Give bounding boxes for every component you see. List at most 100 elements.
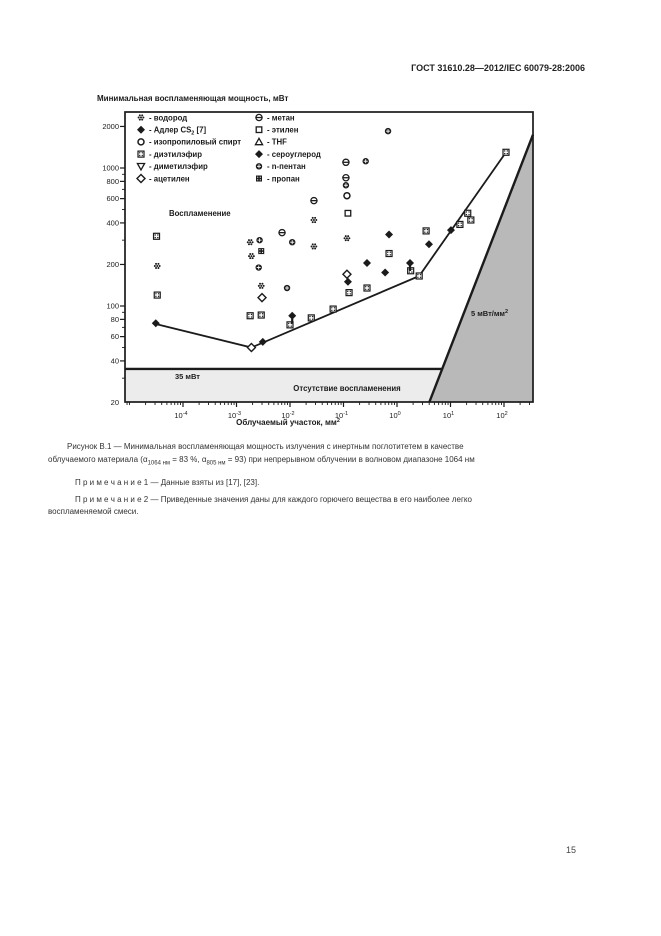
- svg-text:10-3: 10-3: [228, 411, 241, 420]
- data-point-cs2: [406, 258, 415, 271]
- data-point-methane: [342, 158, 350, 167]
- data-point-cs2: [343, 277, 352, 286]
- svg-text:- диэтилэфир: - диэтилэфир: [149, 150, 202, 159]
- svg-text:- диметилэфир: - диметилэфир: [149, 162, 208, 171]
- legend-item: - метан: [255, 113, 295, 122]
- svg-text:10-4: 10-4: [174, 411, 187, 420]
- legend-item: - THF: [254, 136, 287, 147]
- data-point-ipa: [137, 138, 145, 146]
- svg-text:100: 100: [106, 302, 119, 311]
- svg-text:2000: 2000: [102, 122, 119, 131]
- data-point-ethylene: [255, 126, 263, 134]
- data-point-n_pentane: [342, 182, 350, 189]
- figure-caption-line1: Рисунок В.1 — Минимальная воспламеняющая…: [67, 442, 464, 451]
- svg-text:40: 40: [111, 357, 119, 366]
- chart-legend: - водород - Адлер CS2 [7]- изопропиловый …: [136, 113, 321, 184]
- ignition-region-label: Воспламенение: [169, 209, 231, 218]
- axes: 10-4 10-3 10-2 10-1 100 101 102 2000 1000 800 600 4…: [97, 94, 530, 427]
- legend-item: - изопропиловый спирт: [137, 138, 241, 147]
- legend-item: - этилен: [255, 126, 299, 135]
- svg-text:- THF: - THF: [267, 138, 287, 147]
- chart-labels: Воспламенение Отсутствие воспламенения 35 …: [169, 209, 508, 393]
- svg-text:102: 102: [496, 411, 507, 420]
- data-point-methane: [342, 173, 350, 182]
- data-point-thf: [254, 136, 264, 146]
- data-point-n_pentane: [255, 264, 262, 271]
- data-point-cs2: [255, 150, 263, 159]
- data-point-dimethyl_ether: [136, 162, 146, 172]
- legend-item: - водород: [137, 113, 187, 122]
- data-point-cs2: [424, 240, 433, 249]
- caption-text: облучаемого материала (α: [48, 454, 148, 464]
- chart-regions: [125, 134, 535, 403]
- note-2-line1: П р и м е ч а н и е 2 — Приведенные знач…: [75, 495, 472, 504]
- caption-subscript: 805 нм: [206, 460, 226, 467]
- data-point-diethyl_ether: [363, 284, 371, 292]
- data-point-n_pentane: [362, 158, 369, 165]
- threshold-line-label: 35 мВт: [175, 372, 200, 381]
- data-point-n_pentane: [384, 127, 392, 135]
- caption-text: = 83 %, α: [170, 454, 207, 464]
- svg-text:- этилен: - этилен: [267, 126, 299, 135]
- legend-item: - диэтилэфир: [137, 150, 202, 159]
- data-point-cs2: [363, 258, 372, 267]
- data-point-acetylene: [341, 269, 352, 280]
- data-point-hydrogen: [248, 253, 255, 260]
- y-axis-title: Минимальная воспламеняющая мощность, мВт: [97, 94, 288, 103]
- data-point-methane: [255, 113, 263, 122]
- legend-item: - диметилэфир: [136, 162, 208, 172]
- figure-caption: Рисунок В.1 — Минимальная воспламеняющая…: [48, 441, 573, 470]
- data-point-acetylene: [257, 292, 268, 303]
- data-point-diethyl_ether: [257, 311, 265, 319]
- data-point-cs2: [381, 268, 390, 277]
- data-point-diethyl_ether: [246, 312, 254, 320]
- data-point-diethyl_ether: [152, 232, 161, 240]
- data-point-ipa: [343, 191, 351, 200]
- svg-text:400: 400: [106, 219, 119, 228]
- svg-text:800: 800: [106, 177, 119, 186]
- data-point-propane: [258, 248, 265, 255]
- svg-text:10-2: 10-2: [281, 411, 294, 420]
- data-point-acetylene: [136, 173, 146, 184]
- document-header: ГОСТ 31610.28—2012/IEC 60079-28:2006: [411, 63, 585, 73]
- svg-text:100: 100: [389, 411, 400, 420]
- data-point-diethyl_ether: [307, 314, 315, 322]
- svg-text:- ацетилен: - ацетилен: [149, 174, 190, 183]
- data-point-diethyl_ether: [464, 209, 472, 217]
- data-point-cs2: [288, 311, 297, 324]
- data-point-propane: [256, 175, 262, 182]
- svg-text:1000: 1000: [102, 164, 119, 173]
- data-point-cs2: [385, 230, 394, 239]
- svg-text:- Адлер CS2 [7]: - Адлер CS2 [7]: [149, 126, 206, 137]
- data-point-hydrogen: [137, 114, 145, 121]
- data-point-cs2: [446, 226, 455, 235]
- svg-text:- водород: - водород: [149, 113, 187, 122]
- data-point-n_pentane: [289, 238, 296, 246]
- figure-chart: 10-4 10-3 10-2 10-1 100 101 102 2000 1000 800 600 4…: [97, 94, 535, 427]
- svg-text:- пропан: - пропан: [267, 174, 300, 183]
- data-point-hydrogen: [246, 239, 254, 246]
- plot-border: [124, 111, 534, 403]
- ignition-boundary-line: [155, 151, 507, 349]
- data-point-hydrogen: [153, 262, 161, 270]
- data-point-cs2: [258, 337, 267, 346]
- svg-text:20: 20: [111, 398, 119, 407]
- data-point-hydrogen: [343, 235, 351, 242]
- legend-item: - пропан: [256, 174, 300, 183]
- data-point-diethyl_ether: [329, 305, 337, 313]
- data-point-diethyl_ether: [137, 150, 145, 158]
- legend-item: - сероуглерод: [255, 150, 321, 159]
- power-density-label: 5 мВт/мм2: [471, 309, 508, 318]
- no-ignition-region-label: Отсутствие воспламенения: [293, 384, 400, 393]
- data-point-diethyl_ether: [415, 272, 423, 280]
- svg-text:10-1: 10-1: [335, 411, 348, 420]
- data-point-diethyl_ether: [153, 291, 161, 299]
- data-point-diethyl_ether: [422, 227, 430, 235]
- svg-text:600: 600: [106, 194, 119, 203]
- data-point-diethyl_ether: [345, 289, 353, 297]
- svg-text:200: 200: [106, 260, 119, 269]
- svg-text:60: 60: [111, 332, 119, 341]
- data-point-methane: [310, 196, 318, 205]
- data-point-n_pentane: [256, 236, 263, 244]
